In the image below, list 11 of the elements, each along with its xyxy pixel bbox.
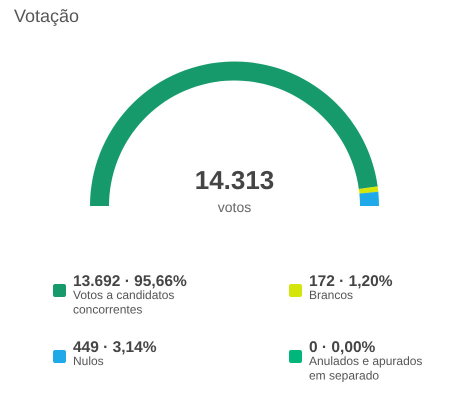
legend-label: Brancos [309,288,354,302]
legend-label: Nulos [73,354,104,368]
chart-title: Votação [14,6,80,26]
data-label: 13.692 · 95,66% [73,273,187,290]
legend-label: Votos a candidatos concorrentes [73,288,174,316]
text: 0 · 0,00% [309,339,376,356]
text: 14.313 [194,165,274,195]
data-label: 449 · 3,14% [73,339,157,356]
data-label: 172 · 1,20% [309,273,393,290]
text: votos [218,199,252,215]
legend-label: Anulados e apurados em separado [309,354,422,382]
